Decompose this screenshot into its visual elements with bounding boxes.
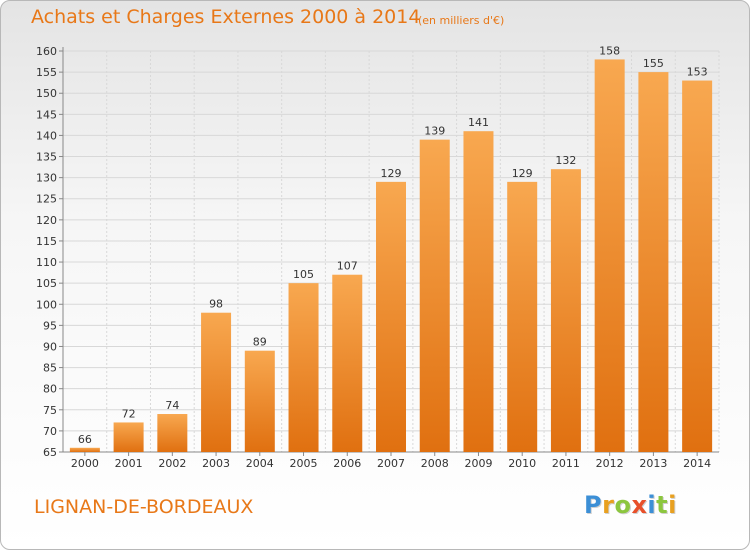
- y-tick-label: 120: [36, 214, 57, 227]
- x-tick-label: 2007: [377, 457, 405, 470]
- logo-letter: i: [647, 491, 657, 519]
- value-label: 153: [687, 66, 708, 79]
- value-label: 105: [293, 268, 314, 281]
- bar: [288, 283, 319, 452]
- y-tick-label: 115: [36, 235, 57, 248]
- y-tick-label: 85: [43, 362, 57, 375]
- x-tick-label: 2011: [552, 457, 580, 470]
- bar: [550, 169, 581, 453]
- x-tick-label: 2000: [71, 457, 99, 470]
- y-tick-label: 130: [36, 172, 57, 185]
- x-tick-label: 2010: [508, 457, 536, 470]
- bar: [594, 59, 625, 452]
- value-label: 132: [555, 154, 576, 167]
- y-tick-label: 155: [36, 66, 57, 79]
- y-tick-label: 75: [43, 404, 57, 417]
- bar: [332, 274, 363, 452]
- proxiti-logo: Proxiti: [584, 491, 677, 519]
- y-tick-label: 70: [43, 425, 57, 438]
- bars: [69, 59, 713, 453]
- value-label: 155: [643, 57, 664, 70]
- logo-letter: o: [614, 491, 632, 519]
- x-tick-label: 2001: [115, 457, 143, 470]
- bar: [201, 312, 232, 452]
- y-tick-label: 100: [36, 298, 57, 311]
- y-tick-label: 140: [36, 129, 57, 142]
- value-label: 158: [599, 44, 620, 57]
- logo-letter: i: [668, 491, 677, 519]
- x-tick-label: 2012: [596, 457, 624, 470]
- value-label: 72: [122, 407, 136, 420]
- x-tick-label: 2005: [290, 457, 318, 470]
- x-tick-label: 2013: [639, 457, 667, 470]
- unit-note: (en milliers d'€): [418, 14, 505, 27]
- bar: [638, 72, 669, 453]
- bar: [419, 139, 450, 453]
- value-label: 98: [209, 298, 223, 311]
- bar: [463, 131, 494, 452]
- chart-title: Achats et Charges Externes 2000 à 2014: [31, 6, 421, 28]
- logo-letter: t: [656, 491, 669, 519]
- labels: 65 70 75 80 85 90 95 100 105 110 115 120 125 130 135 14…: [36, 44, 711, 470]
- y-tick-label: 135: [36, 151, 57, 164]
- x-tick-label: 2006: [333, 457, 361, 470]
- bar: [682, 80, 713, 453]
- value-label: 107: [337, 260, 358, 273]
- x-tick-label: 2009: [464, 457, 492, 470]
- x-tick-label: 2008: [421, 457, 449, 470]
- bar: [157, 414, 188, 452]
- bar: [376, 181, 406, 452]
- y-tick-label: 80: [43, 383, 57, 396]
- value-label: 66: [78, 433, 92, 446]
- x-tick-label: 2004: [246, 457, 274, 470]
- x-tick-label: 2003: [202, 457, 230, 470]
- x-tick-label: 2014: [683, 457, 711, 470]
- logo-letter: P: [584, 491, 603, 519]
- bar: [244, 350, 275, 452]
- bar: [69, 447, 100, 452]
- y-tick-label: 110: [36, 256, 57, 269]
- y-tick-label: 160: [36, 45, 57, 58]
- bar: [113, 422, 144, 452]
- x-tick-label: 2002: [158, 457, 186, 470]
- y-tick-label: 125: [36, 193, 57, 206]
- value-label: 89: [253, 336, 267, 349]
- y-tick-label: 90: [43, 340, 57, 353]
- value-label: 129: [512, 167, 533, 180]
- y-tick-label: 95: [43, 319, 57, 332]
- y-tick-label: 150: [36, 87, 57, 100]
- value-label: 129: [381, 167, 402, 180]
- logo-letter: x: [631, 491, 648, 519]
- logo-letter: r: [602, 491, 615, 519]
- location-name: LIGNAN-DE-BORDEAUX: [34, 496, 254, 518]
- value-label: 74: [165, 399, 179, 412]
- y-tick-label: 65: [43, 446, 57, 459]
- y-tick-label: 145: [36, 108, 57, 121]
- value-label: 141: [468, 116, 489, 129]
- bar: [507, 181, 538, 452]
- y-tick-label: 105: [36, 277, 57, 290]
- value-label: 139: [424, 125, 445, 138]
